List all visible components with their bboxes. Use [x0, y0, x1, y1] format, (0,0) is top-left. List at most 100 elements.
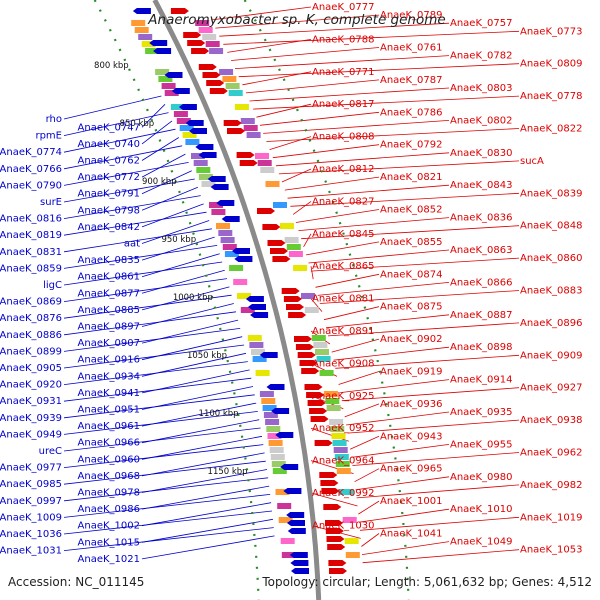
- feature-block: [342, 517, 357, 523]
- forward-gene-arrow: [309, 408, 328, 414]
- left-gene-label: AnaeK_0961: [78, 421, 140, 432]
- feature-block: [325, 398, 340, 404]
- left-gene-label: AnaeK_0886: [0, 330, 62, 341]
- right-label-connector: [290, 192, 520, 207]
- feature-block: [218, 230, 233, 236]
- right-label-connector: [211, 6, 312, 21]
- left-label-connector: [63, 112, 169, 136]
- feature-block: [224, 251, 239, 257]
- forward-gene-arrow: [329, 568, 347, 574]
- forward-gene-arrow: [325, 528, 344, 534]
- feature-block: [243, 125, 258, 131]
- feature-block: [344, 538, 359, 544]
- right-gene-label: AnaeK_0866: [450, 277, 512, 288]
- reverse-gene-arrow: [245, 296, 264, 302]
- forward-gene-arrow: [286, 304, 304, 310]
- right-label-connector: [253, 95, 520, 110]
- reverse-gene-arrow: [221, 216, 240, 222]
- feature-block: [216, 223, 230, 229]
- right-gene-label: AnaeK_0852: [380, 205, 442, 216]
- left-label-connector: [63, 294, 232, 319]
- forward-gene-arrow: [310, 416, 329, 422]
- left-gene-label: AnaeK_0831: [0, 247, 62, 258]
- left-label-connector: [141, 186, 198, 211]
- right-label-connector: [215, 14, 380, 29]
- feature-block: [240, 118, 255, 124]
- forward-gene-arrow: [328, 560, 347, 566]
- right-label-connector: [315, 273, 380, 288]
- left-gene-label: AnaeK_0835: [78, 255, 140, 266]
- right-gene-label: AnaeK_0782: [450, 51, 512, 62]
- feature-block: [219, 69, 234, 75]
- right-label-connector: [238, 63, 520, 78]
- forward-gene-arrow: [314, 440, 333, 446]
- right-gene-label: AnaeK_1041: [380, 529, 442, 540]
- right-gene-label: AnaeK_0787: [380, 75, 442, 86]
- forward-gene-arrow: [209, 88, 228, 94]
- left-gene-label: rho: [46, 114, 62, 125]
- feature-block: [255, 370, 270, 376]
- left-label-connector: [141, 518, 273, 543]
- right-label-connector: [234, 55, 450, 69]
- forward-gene-arrow: [304, 384, 323, 390]
- right-gene-label: AnaeK_1010: [450, 504, 512, 515]
- left-label-connector: [63, 145, 183, 170]
- forward-gene-arrow: [239, 160, 258, 166]
- reverse-gene-arrow: [132, 8, 151, 14]
- backbone-arc: [152, 0, 322, 600]
- right-gene-label: AnaeK_0855: [380, 237, 442, 248]
- reverse-gene-arrow: [283, 488, 302, 494]
- reverse-gene-arrow: [271, 408, 290, 414]
- left-gene-label: AnaeK_0816: [0, 214, 62, 225]
- left-label-connector: [141, 153, 186, 178]
- forward-gene-arrow: [270, 248, 288, 254]
- left-label-connector: [63, 328, 241, 352]
- right-label-connector: [354, 468, 380, 483]
- left-gene-label: AnaeK_0897: [78, 322, 140, 333]
- left-label-connector: [141, 286, 230, 311]
- right-label-connector: [272, 144, 380, 159]
- feature-block: [173, 111, 188, 117]
- forward-gene-arrow: [191, 48, 210, 54]
- reverse-gene-arrow: [275, 432, 294, 438]
- feature-block: [170, 104, 185, 110]
- feature-block: [198, 27, 213, 33]
- gene-arrows: [132, 8, 347, 574]
- left-gene-label: AnaeK_0798: [78, 205, 140, 216]
- reverse-gene-arrow: [149, 40, 168, 46]
- left-gene-label: surE: [40, 197, 62, 208]
- topology-text: Topology: circular; Length: 5,061,632 bp…: [262, 575, 592, 589]
- reverse-gene-arrow: [216, 200, 235, 206]
- left-label-connector: [63, 361, 248, 385]
- right-gene-label: AnaeK_0808: [312, 132, 374, 143]
- left-gene-label: AnaeK_0747: [78, 122, 140, 133]
- feature-block: [265, 181, 280, 187]
- right-label-connector: [242, 71, 312, 86]
- left-label-connector: [63, 128, 176, 153]
- feature-block: [191, 153, 205, 159]
- forward-gene-arrow: [320, 480, 339, 486]
- feature-block: [185, 139, 200, 145]
- reverse-gene-arrow: [289, 552, 308, 558]
- left-gene-label: AnaeK_0740: [78, 139, 140, 150]
- right-gene-label: AnaeK_0848: [520, 221, 582, 232]
- forward-gene-arrow: [281, 288, 300, 294]
- right-gene-label: AnaeK_0914: [450, 375, 512, 386]
- feature-block: [201, 181, 216, 187]
- feature-block: [138, 34, 153, 40]
- feature-block: [225, 83, 240, 89]
- left-label-connector: [141, 485, 270, 510]
- left-gene-label: AnaeK_0960: [78, 454, 140, 465]
- feature-block: [280, 223, 294, 229]
- left-gene-label: AnaeK_0941: [78, 388, 140, 399]
- right-gene-label: AnaeK_0771: [312, 67, 374, 78]
- right-gene-label: AnaeK_0908: [312, 358, 374, 369]
- forward-gene-arrow: [183, 32, 202, 38]
- feature-block: [313, 342, 328, 348]
- forward-gene-arrow: [319, 472, 338, 478]
- right-gene-label: AnaeK_0898: [450, 342, 512, 353]
- left-gene-label: AnaeK_0977: [0, 463, 62, 474]
- right-label-connector: [303, 233, 312, 247]
- right-gene-label: AnaeK_0881: [312, 294, 374, 305]
- feature-block: [268, 440, 283, 446]
